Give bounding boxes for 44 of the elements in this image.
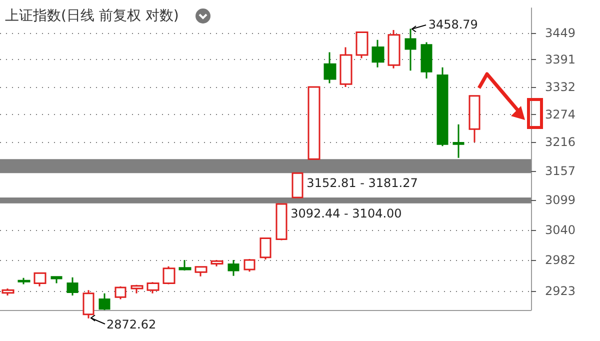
candlestick <box>372 39 384 68</box>
band-label: 3152.81 - 3181.27 <box>306 176 418 190</box>
candlestick <box>436 66 448 147</box>
candlestick <box>210 259 224 268</box>
y-tick-label: 3332 <box>545 80 576 94</box>
candlestick <box>260 237 272 260</box>
annotation: 3458.79 <box>428 18 478 32</box>
candlestick <box>404 28 416 72</box>
candlestick <box>194 266 208 278</box>
candlestick <box>308 86 320 160</box>
candlestick <box>98 292 110 311</box>
text: 2872.62 <box>106 317 156 332</box>
y-tick-label: 2982 <box>545 253 576 268</box>
candlestick <box>66 276 78 296</box>
candlestick <box>18 277 30 286</box>
candlestick <box>340 46 352 88</box>
y-tick-label: 3449 <box>545 26 576 40</box>
candlestick <box>114 286 126 300</box>
y-tick-label: 3216 <box>545 135 576 150</box>
candlestick <box>292 172 304 198</box>
candlestick <box>244 258 256 272</box>
candlestick <box>388 29 400 70</box>
candlestick <box>178 259 192 272</box>
y-tick-label: 3274 <box>545 107 576 122</box>
y-tick-label: 3040 <box>545 223 576 237</box>
candlestick <box>82 289 94 320</box>
y-tick-label: 3099 <box>545 193 576 208</box>
y-tick-label: 3391 <box>545 52 576 67</box>
candlestick <box>276 202 288 242</box>
candlestick <box>420 41 432 80</box>
candlestick <box>146 281 160 294</box>
candlestick <box>468 95 480 143</box>
y-tick-label: 3157 <box>545 164 576 178</box>
band-label: 3092.44 - 3104.00 <box>290 206 402 220</box>
candlestick <box>228 259 240 277</box>
candlestick <box>162 266 176 286</box>
candlestick <box>34 272 46 288</box>
candlestick <box>356 31 368 59</box>
candlestick <box>324 51 336 84</box>
chart-title: 上证指数(日线 前复权 对数) <box>5 8 179 24</box>
candlestick <box>50 276 62 284</box>
candlestick <box>130 284 144 294</box>
candlestick <box>452 124 464 159</box>
y-tick-label: 2923 <box>545 284 576 298</box>
